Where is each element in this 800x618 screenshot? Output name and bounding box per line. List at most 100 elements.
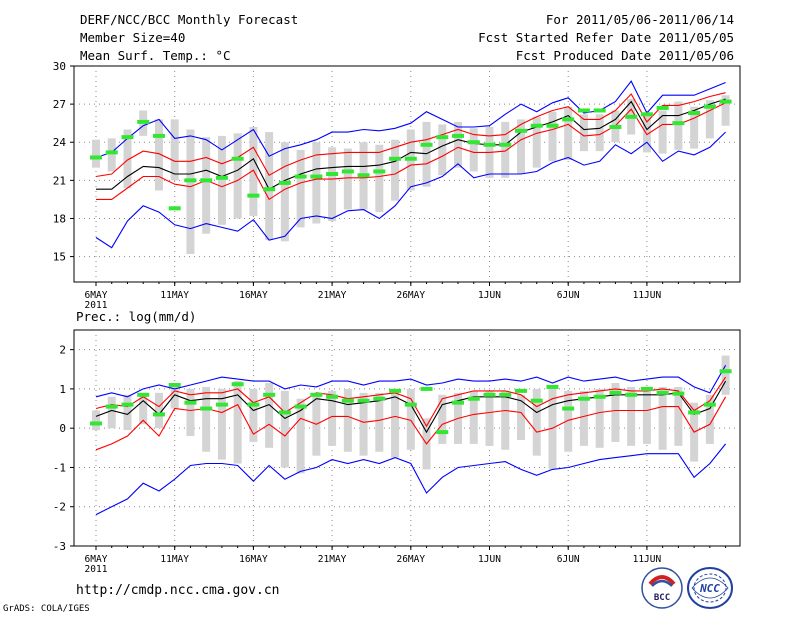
spread-bar <box>548 111 557 162</box>
y-tick-label: 18 <box>53 212 66 225</box>
x-tick-label: 6MAY <box>85 554 108 565</box>
y-tick-label: 21 <box>53 174 66 187</box>
observed-marker <box>672 121 685 126</box>
observed-marker <box>263 392 276 397</box>
spread-bar <box>328 147 337 222</box>
precip-label: Prec.: log(mm/d) <box>76 309 197 324</box>
series-line-min <box>95 365 727 398</box>
spread-bar <box>139 392 148 425</box>
observed-marker <box>452 133 465 138</box>
observed-marker <box>294 404 307 409</box>
spread-bar <box>705 100 714 139</box>
observed-marker <box>514 388 527 393</box>
x-tick-label: 26MAY <box>396 554 425 565</box>
spread-bar <box>296 398 305 474</box>
observed-marker <box>326 172 339 176</box>
observed-marker <box>310 392 323 397</box>
observed-marker <box>326 394 339 399</box>
spread-bar <box>265 132 274 241</box>
spread-bar <box>469 390 478 444</box>
spread-bar <box>375 392 384 452</box>
observed-marker <box>625 392 638 397</box>
spread-bar <box>343 148 352 210</box>
spread-bar <box>579 390 588 446</box>
spread-bar <box>312 142 321 224</box>
observed-marker <box>688 111 701 116</box>
observed-marker <box>562 406 575 411</box>
y-tick-label: 15 <box>53 251 66 264</box>
x-tick-label: 21MAY <box>318 290 347 301</box>
observed-marker <box>373 396 386 401</box>
observed-marker <box>137 392 150 397</box>
spread-bar <box>595 388 604 448</box>
observed-marker <box>436 430 449 435</box>
observed-marker <box>168 206 181 211</box>
observed-marker <box>672 391 685 396</box>
observed-marker <box>373 169 386 174</box>
y-tick-label: 24 <box>53 136 67 149</box>
spread-bar <box>469 128 478 172</box>
bcc-logo-text: BCC <box>654 593 670 603</box>
chart-title: DERF/NCC/BCC Monthly Forecast <box>80 12 299 27</box>
spread-bar <box>516 394 525 440</box>
observed-marker <box>719 369 732 374</box>
spread-bar <box>642 113 651 153</box>
observed-marker <box>121 402 134 407</box>
observed-marker <box>357 398 370 403</box>
observed-marker <box>514 128 527 133</box>
observed-marker <box>200 178 213 183</box>
observed-marker <box>404 156 417 161</box>
observed-marker <box>656 105 669 110</box>
member-size: Member Size=40 <box>80 30 186 45</box>
spread-bar <box>438 124 447 176</box>
observed-marker <box>688 410 701 415</box>
spread-bar <box>501 390 510 450</box>
produced-date: Fcst Produced Date 2011/05/06 <box>515 48 734 63</box>
spread-bar <box>217 388 226 460</box>
series-line-min <box>95 80 726 159</box>
observed-marker <box>436 135 449 140</box>
spread-bar <box>154 119 163 191</box>
spread-bar <box>280 390 289 468</box>
spread-bar <box>170 384 179 409</box>
spread-bar <box>202 137 211 234</box>
observed-marker <box>577 108 590 113</box>
observed-marker <box>341 169 354 174</box>
spread-bar <box>107 138 116 172</box>
observed-marker <box>640 386 653 391</box>
observed-marker <box>420 386 433 391</box>
observed-marker <box>247 402 260 407</box>
observed-marker <box>546 123 559 128</box>
observed-marker <box>499 392 512 397</box>
spread-bar <box>359 392 368 456</box>
variable-label: Mean Surf. Temp.: °C <box>80 48 231 63</box>
observed-marker <box>200 406 213 411</box>
spread-bar <box>391 139 400 201</box>
y-tick-label: 1 <box>59 383 66 396</box>
observed-marker <box>593 108 606 113</box>
observed-marker <box>562 117 575 122</box>
observed-marker <box>105 404 118 409</box>
spread-bar <box>265 383 274 448</box>
observed-marker <box>152 133 165 138</box>
spread-bar <box>328 390 337 446</box>
x-tick-label: 16MAY <box>239 290 268 301</box>
spread-bar <box>406 388 415 450</box>
spread-bar <box>123 129 132 188</box>
spread-bar <box>690 106 699 149</box>
spread-bar <box>233 381 242 464</box>
spread-bar <box>343 388 352 452</box>
y-tick-label: -2 <box>53 501 66 514</box>
spread-bar <box>501 121 510 178</box>
spread-bar <box>202 386 211 452</box>
spread-bar <box>280 142 289 242</box>
y-tick-label: 2 <box>59 344 66 357</box>
x-tick-label: 6JUN <box>557 290 580 301</box>
spread-bar <box>516 119 525 174</box>
observed-marker <box>168 382 181 387</box>
spread-bar <box>485 390 494 446</box>
observed-marker <box>341 398 354 403</box>
spread-bar <box>532 388 541 456</box>
series-line-max <box>95 131 726 249</box>
spread-bar <box>564 390 573 452</box>
